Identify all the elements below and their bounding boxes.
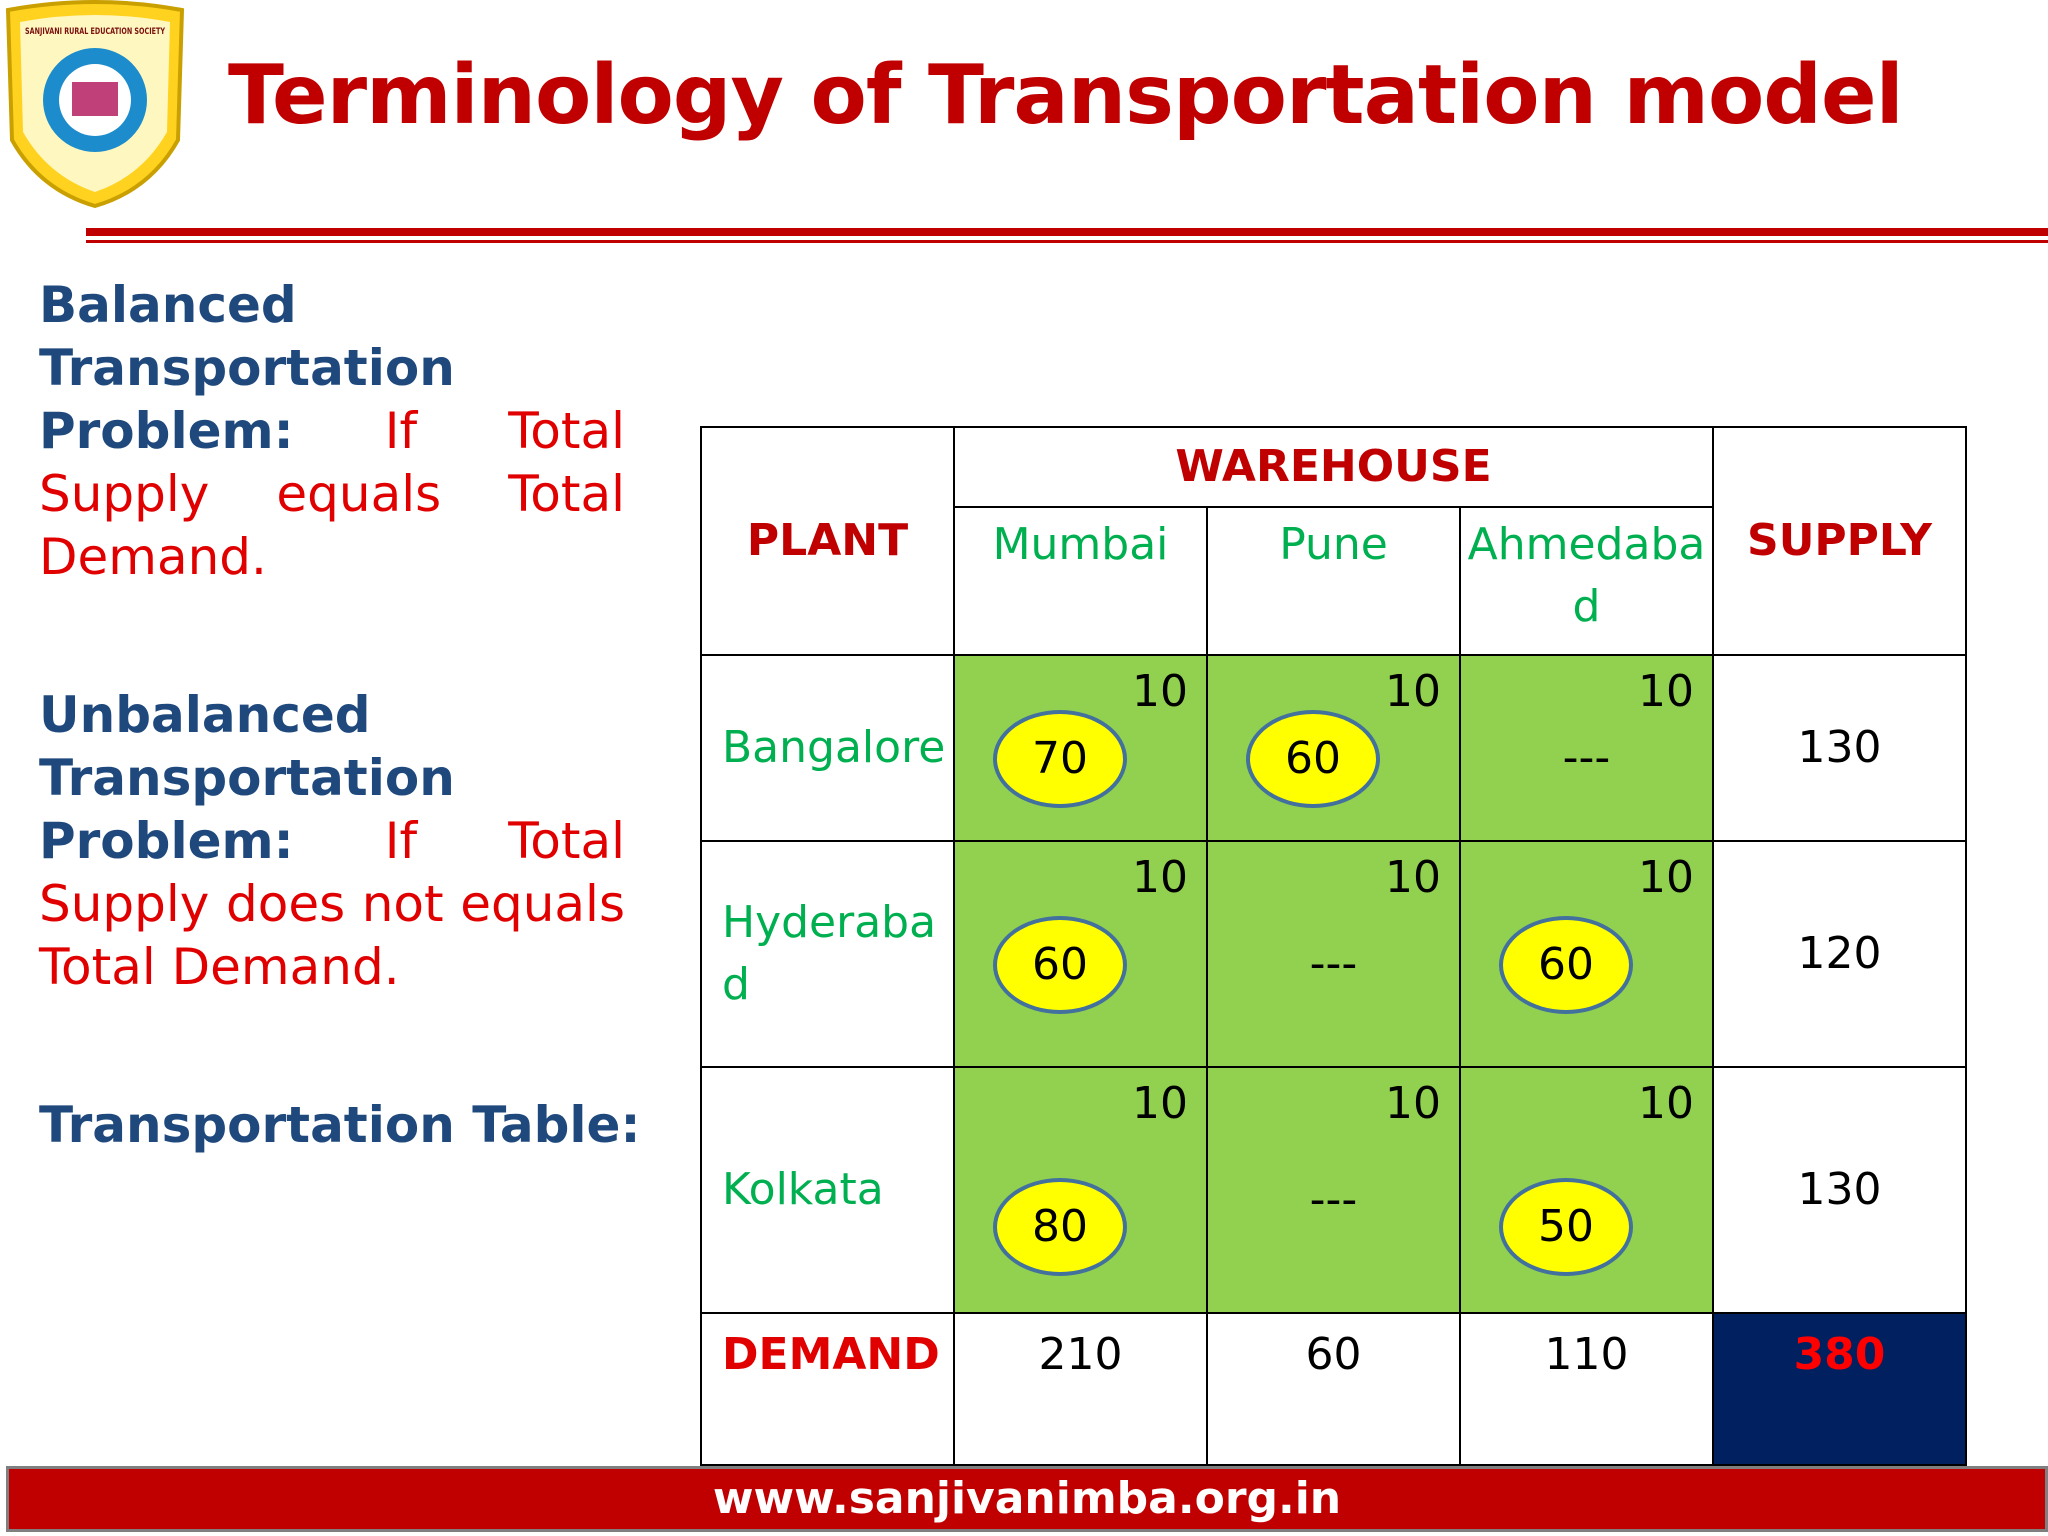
definitions: Balanced Transportation Problem: If Tota… <box>39 274 641 1157</box>
cost: 10 <box>1132 666 1188 717</box>
cost: 10 <box>1385 1078 1441 1129</box>
transportation-table: PLANT WAREHOUSE SUPPLY Mumbai Pune Ahmedab… <box>700 426 1967 1466</box>
cell: 10 80 <box>953 1066 1208 1314</box>
footer-url: www.sanjivanimba.org.in <box>712 1473 1342 1524</box>
cell: 10 60 <box>1206 654 1461 842</box>
cost: 10 <box>1385 666 1441 717</box>
supply: 130 <box>1712 654 1967 842</box>
cost: 10 <box>1385 852 1441 903</box>
footer: www.sanjivanimba.org.in <box>6 1466 2048 1532</box>
plant-name: Bangalore <box>700 654 955 842</box>
table-row: Bangalore 10 70 10 60 10 --- 130 <box>700 654 1967 842</box>
plant-name: Kolkata <box>700 1066 955 1314</box>
total: 380 <box>1712 1312 1967 1466</box>
demand: 60 <box>1206 1312 1461 1466</box>
demand-row: DEMAND 210 60 110 380 <box>700 1312 1967 1466</box>
cost: 10 <box>1132 1078 1188 1129</box>
demand: 110 <box>1459 1312 1714 1466</box>
allocation: 60 <box>993 916 1127 1014</box>
allocation: 80 <box>993 1178 1127 1276</box>
cell: 10 60 <box>953 840 1208 1068</box>
definition-term: Balanced Transportation Problem: <box>39 276 455 460</box>
allocation: 50 <box>1499 1178 1633 1276</box>
empty-allocation: --- <box>1309 938 1358 989</box>
definition: Balanced Transportation Problem: If Tota… <box>39 274 625 589</box>
empty-allocation: --- <box>1562 732 1611 783</box>
allocation: 70 <box>993 710 1127 808</box>
definition-text: If Total Supply equals Total Demand. <box>39 402 625 586</box>
column-header: Ahmedabad <box>1459 506 1714 656</box>
cost: 10 <box>1638 666 1694 717</box>
title-rule-thin <box>86 240 2048 243</box>
plant-header: PLANT <box>700 426 955 656</box>
supply-header: SUPPLY <box>1712 426 1967 656</box>
cost: 10 <box>1132 852 1188 903</box>
supply: 130 <box>1712 1066 1967 1314</box>
logo-text: SANJIVANI RURAL EDUCATION SOCIETY <box>25 27 165 37</box>
cell: 10 --- <box>1206 1066 1461 1314</box>
table-caption: Transportation Table: <box>39 1096 641 1154</box>
definition: Unbalanced Transportation Problem: If To… <box>39 684 625 999</box>
slide-title: Terminology of Transportation model <box>228 48 1904 143</box>
allocation: 60 <box>1499 916 1633 1014</box>
table-row: Hyderabad 10 60 10 --- 10 60 120 <box>700 840 1967 1068</box>
cost: 10 <box>1638 852 1694 903</box>
demand: 210 <box>953 1312 1208 1466</box>
empty-allocation: --- <box>1309 1174 1358 1225</box>
logo: SANJIVANI RURAL EDUCATION SOCIETY <box>5 0 185 209</box>
allocation: 60 <box>1246 710 1380 808</box>
definition-text: If Total Supply does not equals Total De… <box>39 812 625 996</box>
table-row: Kolkata 10 80 10 --- 10 50 130 <box>700 1066 1967 1314</box>
header-row: PLANT WAREHOUSE SUPPLY <box>700 426 1967 656</box>
cell: 10 50 <box>1459 1066 1714 1314</box>
warehouse-header: WAREHOUSE <box>953 426 1714 508</box>
definition-term: Unbalanced Transportation Problem: <box>39 686 455 870</box>
column-row: Mumbai Pune Ahmedabad <box>701 506 1966 656</box>
plant-name: Hyderabad <box>700 840 955 1068</box>
demand-label: DEMAND <box>700 1312 955 1466</box>
cell: 10 --- <box>1206 840 1461 1068</box>
title-rule <box>86 228 2048 236</box>
cell: 10 60 <box>1459 840 1714 1068</box>
cell: 10 --- <box>1459 654 1714 842</box>
column-header: Mumbai <box>953 506 1208 656</box>
cost: 10 <box>1638 1078 1694 1129</box>
column-header: Pune <box>1206 506 1461 656</box>
supply: 120 <box>1712 840 1967 1068</box>
cell: 10 70 <box>953 654 1208 842</box>
